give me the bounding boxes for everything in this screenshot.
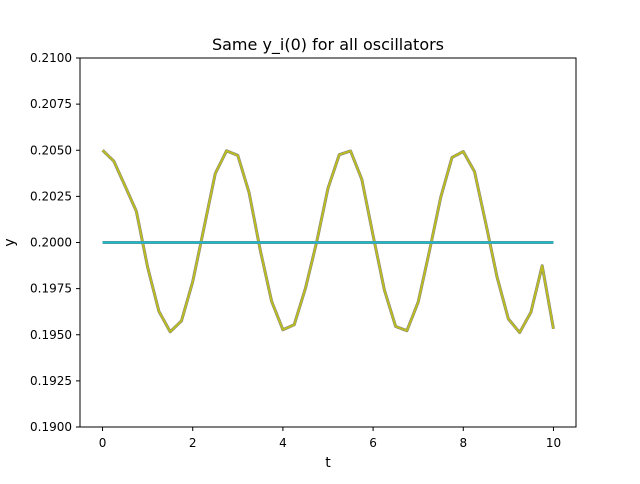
x-tick-label: 0 xyxy=(99,436,107,450)
x-tick-label: 6 xyxy=(369,436,377,450)
plot-frame xyxy=(79,57,577,428)
x-axis: 0 2 4 6 8 10 xyxy=(99,427,561,450)
y-tick-label: 0.1975 xyxy=(30,282,72,296)
y-tick-label: 0.1950 xyxy=(30,328,72,342)
y-axis-label: y xyxy=(2,238,18,246)
x-tick-label: 8 xyxy=(459,436,467,450)
y-tick-label: 0.2050 xyxy=(30,143,72,157)
plot-area xyxy=(101,149,555,335)
x-axis-label: t xyxy=(325,455,331,471)
y-tick-label: 0.2075 xyxy=(30,97,72,111)
y-tick-label: 0.1900 xyxy=(30,420,72,434)
y-tick-label: 0.2000 xyxy=(30,236,72,250)
y-tick-label: 0.1925 xyxy=(30,374,72,388)
y-axis: 0.1900 0.1925 0.1950 0.1975 0.2000 0.2025 0.20… xyxy=(30,51,80,434)
x-tick-label: 2 xyxy=(189,436,197,450)
x-tick-label: 10 xyxy=(546,436,561,450)
series-0-line xyxy=(101,149,555,334)
chart-title: Same y_i(0) for all oscillators xyxy=(212,35,444,55)
x-tick-label: 4 xyxy=(279,436,287,450)
y-tick-label: 0.2025 xyxy=(30,189,72,203)
y-tick-label: 0.2100 xyxy=(30,51,72,65)
